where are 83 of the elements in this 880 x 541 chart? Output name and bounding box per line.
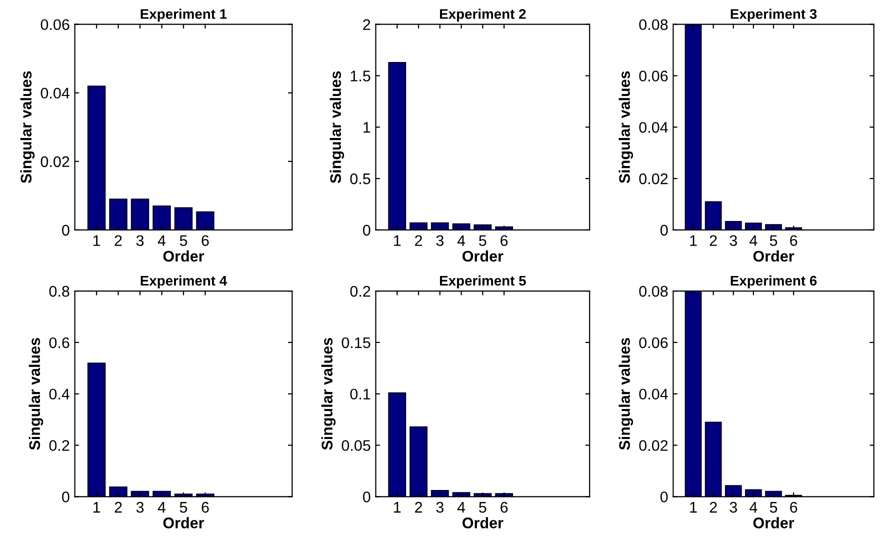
y-tick-label: 0 — [363, 492, 370, 502]
y-tick-label: 0.2 — [49, 440, 70, 451]
x-axis-title: Order — [753, 517, 794, 528]
x-tick-label: 5 — [180, 502, 188, 513]
y-tick-label: 0 — [62, 492, 70, 502]
x-tick-label: 5 — [770, 502, 778, 513]
y-tick-label: 2 — [363, 19, 370, 30]
y-tick-label: 0 — [660, 492, 668, 502]
x-tick-label: 1 — [394, 502, 401, 513]
x-tick-label: 2 — [710, 235, 717, 246]
y-tick-label: 0 — [62, 224, 70, 236]
x-tick-label: 6 — [202, 235, 209, 246]
x-tick-label: 2 — [415, 235, 422, 246]
y-axis-title: Singular values — [330, 71, 344, 184]
y-tick-label: 0.5 — [350, 173, 370, 184]
y-tick-label: 0.04 — [639, 388, 668, 400]
y-tick-label: 0.08 — [639, 286, 668, 297]
x-tick-label: 2 — [114, 502, 122, 513]
x-tick-label: 2 — [710, 502, 717, 513]
y-tick-label: 0.04 — [40, 88, 70, 99]
x-tick-label: 4 — [457, 235, 466, 246]
x-tick-label: 6 — [790, 235, 798, 246]
y-axis-title: Singular values — [618, 338, 634, 450]
x-tick-label: 1 — [690, 235, 697, 246]
chart-title: Experiment 4 — [140, 275, 228, 288]
x-tick-label: 5 — [770, 235, 778, 246]
x-tick-label: 1 — [93, 502, 100, 513]
x-tick-label: 4 — [750, 502, 758, 513]
y-axis-title: Singular values — [20, 71, 35, 184]
y-tick-label: 0.8 — [49, 286, 70, 297]
y-tick-label: 0.02 — [40, 156, 70, 168]
y-tick-label: 0.08 — [639, 19, 668, 30]
y-tick-label: 0.6 — [49, 337, 70, 348]
x-tick-label: 3 — [436, 235, 444, 246]
y-tick-label: 0.15 — [342, 337, 370, 348]
y-tick-label: 0.05 — [342, 440, 370, 451]
y-tick-label: 0.02 — [639, 440, 668, 451]
y-tick-label: 0.04 — [639, 122, 668, 133]
chart-title: Experiment 6 — [730, 275, 817, 288]
y-tick-label: 0.02 — [639, 173, 668, 184]
y-axis-title: Singular values — [321, 338, 336, 450]
x-tick-label: 3 — [730, 502, 737, 513]
y-tick-label: 1 — [364, 122, 370, 133]
chart-title: Experiment 1 — [140, 8, 227, 22]
x-axis-title: Order — [462, 250, 504, 262]
x-tick-label: 1 — [93, 235, 100, 246]
y-tick-label: 1.5 — [350, 70, 370, 82]
y-axis-title: Singular values — [618, 71, 634, 184]
x-tick-label: 3 — [136, 502, 144, 513]
y-axis-title: Singular values — [28, 338, 44, 450]
y-tick-label: 0.06 — [639, 70, 668, 82]
y-tick-label: 0 — [660, 224, 668, 236]
x-tick-label: 3 — [436, 502, 444, 513]
x-tick-label: 3 — [136, 235, 144, 246]
y-tick-label: 0.1 — [350, 388, 370, 400]
y-tick-label: 0.4 — [49, 388, 70, 400]
x-tick-label: 6 — [202, 502, 209, 513]
x-tick-label: 5 — [479, 235, 486, 246]
x-tick-label: 6 — [500, 502, 508, 513]
y-tick-label: 0.06 — [40, 19, 70, 30]
x-tick-label: 4 — [158, 502, 166, 513]
x-tick-label: 2 — [415, 502, 422, 513]
x-axis-title: Order — [462, 517, 504, 528]
x-tick-label: 4 — [158, 235, 166, 246]
chart-title: Experiment 5 — [440, 275, 526, 288]
x-tick-label: 6 — [790, 502, 798, 513]
chart-title: Experiment 2 — [440, 8, 526, 22]
x-tick-label: 1 — [690, 502, 697, 513]
y-tick-label: 0 — [363, 224, 370, 236]
x-axis-title: Order — [163, 517, 204, 528]
y-tick-label: 0.06 — [639, 337, 668, 348]
x-axis-title: Order — [753, 250, 794, 262]
x-tick-label: 3 — [730, 235, 737, 246]
x-tick-label: 5 — [479, 502, 486, 513]
x-tick-label: 4 — [457, 502, 466, 513]
y-tick-label: 0.2 — [350, 286, 370, 297]
x-tick-label: 2 — [114, 235, 122, 246]
x-tick-label: 4 — [750, 235, 758, 246]
x-tick-label: 5 — [180, 235, 188, 246]
x-axis-title: Order — [163, 250, 204, 262]
x-tick-label: 1 — [394, 235, 401, 246]
x-tick-label: 6 — [500, 235, 508, 246]
chart-title: Experiment 3 — [730, 8, 817, 22]
